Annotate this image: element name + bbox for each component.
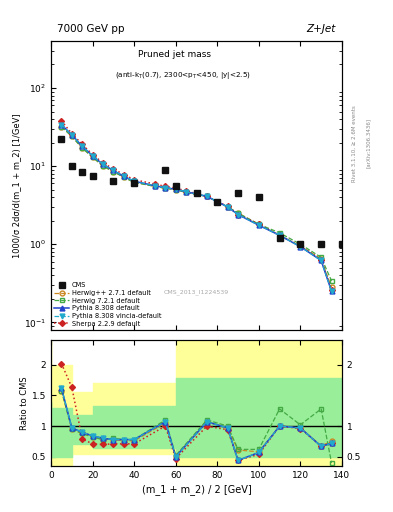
Text: Rivet 3.1.10, ≥ 2.6M events: Rivet 3.1.10, ≥ 2.6M events (352, 105, 357, 182)
Legend: CMS, Herwig++ 2.7.1 default, Herwig 7.2.1 default, Pythia 8.308 default, Pythia : CMS, Herwig++ 2.7.1 default, Herwig 7.2.… (54, 282, 161, 327)
Y-axis label: Ratio to CMS: Ratio to CMS (20, 376, 29, 430)
Text: CMS_2013_I1224539: CMS_2013_I1224539 (164, 289, 229, 295)
Text: Pruned jet mass: Pruned jet mass (138, 50, 211, 59)
Text: Z+Jet: Z+Jet (307, 24, 336, 34)
Text: [arXiv:1306.3436]: [arXiv:1306.3436] (365, 118, 371, 168)
X-axis label: (m_1 + m_2) / 2 [GeV]: (m_1 + m_2) / 2 [GeV] (141, 484, 252, 495)
Text: (anti-k$_{\mathregular{T}}$(0.7), 2300<p$_{\mathregular{T}}$<450, |y|<2.5): (anti-k$_{\mathregular{T}}$(0.7), 2300<p… (115, 70, 251, 81)
Text: 7000 GeV pp: 7000 GeV pp (57, 24, 125, 34)
Y-axis label: 1000/σ 2dσ/d(m_1 + m_2) [1/GeV]: 1000/σ 2dσ/d(m_1 + m_2) [1/GeV] (12, 113, 21, 258)
